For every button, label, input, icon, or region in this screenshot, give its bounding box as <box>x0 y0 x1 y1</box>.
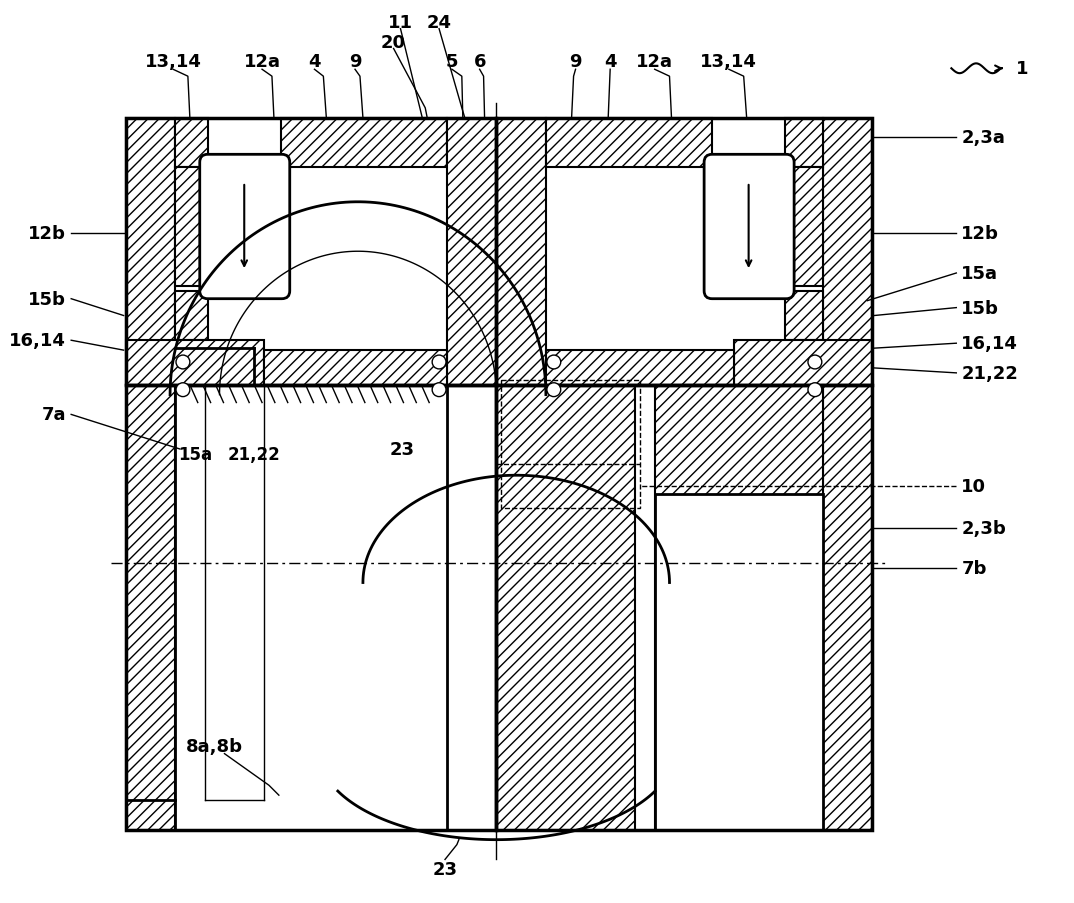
Bar <box>785 118 823 168</box>
Text: 4: 4 <box>308 53 321 71</box>
Text: 23: 23 <box>390 441 415 459</box>
Text: 1: 1 <box>1016 61 1029 79</box>
Text: 12b: 12b <box>28 225 67 243</box>
Bar <box>496 386 872 830</box>
Bar <box>655 494 823 830</box>
Text: 9: 9 <box>569 53 582 71</box>
Circle shape <box>176 384 190 397</box>
Bar <box>175 386 447 830</box>
Text: 16,14: 16,14 <box>10 332 67 349</box>
Text: 9: 9 <box>349 53 361 71</box>
Bar <box>785 168 823 286</box>
Bar <box>126 340 264 386</box>
Bar <box>655 386 823 830</box>
Text: 21,22: 21,22 <box>228 445 280 463</box>
Text: 12b: 12b <box>961 225 999 243</box>
Bar <box>546 350 734 386</box>
Text: 16,14: 16,14 <box>961 335 1018 353</box>
Circle shape <box>808 384 822 397</box>
Text: 24: 24 <box>426 14 451 32</box>
Bar <box>175 118 207 168</box>
Circle shape <box>432 384 446 397</box>
Bar <box>126 118 175 386</box>
Bar <box>496 386 635 830</box>
Circle shape <box>547 384 561 397</box>
Text: 23: 23 <box>433 861 458 879</box>
Text: 21,22: 21,22 <box>961 365 1018 383</box>
Text: 15b: 15b <box>28 291 67 308</box>
FancyBboxPatch shape <box>705 155 794 300</box>
Text: 7b: 7b <box>961 559 987 577</box>
Bar <box>496 118 872 386</box>
Bar <box>126 386 175 830</box>
Text: 2,3a: 2,3a <box>961 129 1005 147</box>
Text: 6: 6 <box>474 53 485 71</box>
Circle shape <box>808 356 822 369</box>
Text: 13,14: 13,14 <box>700 53 757 71</box>
Text: 20: 20 <box>381 33 406 51</box>
Bar <box>175 168 207 286</box>
FancyBboxPatch shape <box>200 155 290 300</box>
Text: 13,14: 13,14 <box>145 53 202 71</box>
Circle shape <box>432 356 446 369</box>
Circle shape <box>547 356 561 369</box>
Text: 12a: 12a <box>636 53 673 71</box>
Text: 7a: 7a <box>42 406 67 424</box>
Bar <box>447 118 546 386</box>
Circle shape <box>176 356 190 369</box>
Bar <box>546 118 712 168</box>
Text: 15b: 15b <box>961 299 999 317</box>
Bar <box>175 292 207 340</box>
Text: 15a: 15a <box>961 265 998 283</box>
Text: 5: 5 <box>446 53 459 71</box>
Text: 4: 4 <box>604 53 616 71</box>
Text: 12a: 12a <box>244 53 280 71</box>
Bar <box>785 292 823 340</box>
Bar <box>823 118 872 386</box>
Bar <box>823 386 872 830</box>
Bar <box>264 350 447 386</box>
Bar <box>280 118 447 168</box>
Text: 8a,8b: 8a,8b <box>186 737 243 755</box>
Bar <box>126 386 496 830</box>
Text: 15a: 15a <box>177 445 212 463</box>
Bar <box>502 380 640 508</box>
Text: 10: 10 <box>961 477 986 495</box>
Bar <box>126 118 496 386</box>
Bar <box>734 340 872 386</box>
Text: 2,3b: 2,3b <box>961 519 1006 537</box>
Text: 11: 11 <box>388 14 413 32</box>
